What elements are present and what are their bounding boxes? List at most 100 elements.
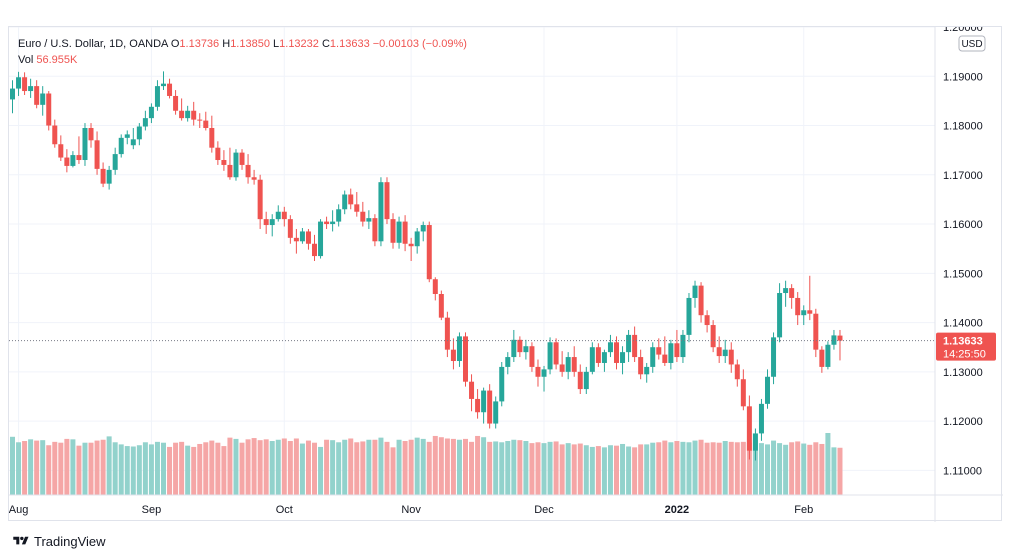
candle-body xyxy=(505,357,511,367)
volume-bar xyxy=(28,439,34,495)
time-tick-label: Oct xyxy=(276,504,293,516)
candle-body xyxy=(547,342,553,370)
price-tick-label: 1.11000 xyxy=(943,465,982,477)
legend-high-label: H xyxy=(222,38,231,50)
candle-body xyxy=(511,339,517,358)
legend-close-label: C xyxy=(321,38,330,50)
volume-bar xyxy=(426,441,432,495)
candlestick-chart[interactable]: 1.20000 1.19000 1.18000 1.17000 1.16000 1.150… xyxy=(9,27,1003,522)
price-tick-label: 1.14000 xyxy=(943,318,983,330)
candle-body xyxy=(330,221,336,225)
chart-legend: Euro / U.S. Dollar, 1D, OANDA O1.13736 H… xyxy=(18,36,467,68)
volume-bar xyxy=(100,439,106,495)
time-tick-label: Nov xyxy=(401,504,421,516)
candle-body xyxy=(46,93,52,126)
volume-bar xyxy=(740,441,746,495)
currency-badge xyxy=(958,35,986,52)
legend-symbol[interactable]: Euro / U.S. Dollar, 1D, OANDA xyxy=(18,38,168,50)
candle-body xyxy=(541,369,547,377)
legend-ohlc-row: Euro / U.S. Dollar, 1D, OANDA O1.13736 H… xyxy=(18,36,467,52)
candle-body xyxy=(752,433,758,451)
volume-bar xyxy=(487,441,493,495)
candle-body xyxy=(76,155,82,161)
candle-body xyxy=(777,293,783,338)
candle-body xyxy=(148,106,154,119)
candle-body xyxy=(233,152,239,178)
candle-body xyxy=(692,285,698,298)
volume-bar xyxy=(795,441,801,495)
candle-body xyxy=(716,347,722,357)
price-tick-label: 1.19000 xyxy=(943,71,983,83)
price-tick-label: 1.15000 xyxy=(943,268,983,280)
candle-body xyxy=(420,225,426,232)
volume-bar xyxy=(571,444,577,495)
volume-bar xyxy=(112,442,118,495)
volume-bar xyxy=(269,441,275,495)
tradingview-attribution[interactable]: TradingView xyxy=(12,532,106,550)
volume-bar xyxy=(64,438,70,495)
volume-bar xyxy=(704,442,710,495)
candle-body xyxy=(589,347,595,372)
candle-body xyxy=(378,182,384,242)
candle-body xyxy=(783,288,789,294)
candle-body xyxy=(765,376,770,404)
legend-open: 1.13736 xyxy=(179,38,220,50)
candle-body xyxy=(82,127,88,161)
candle-body xyxy=(124,134,130,138)
volume-bar xyxy=(76,445,82,495)
volume-bar xyxy=(565,443,571,495)
volume-bar xyxy=(167,446,173,495)
volume-bar xyxy=(499,442,505,495)
candle-body xyxy=(704,315,710,326)
candle-body xyxy=(390,219,396,243)
volume-bar xyxy=(94,440,100,495)
volume-bar xyxy=(450,438,456,495)
volume-bar xyxy=(589,446,595,495)
candle-body xyxy=(34,86,40,105)
volume-bar xyxy=(686,442,692,495)
volume-bar xyxy=(396,439,402,495)
candle-body xyxy=(203,120,209,128)
candle-body xyxy=(251,177,257,180)
volume-bar xyxy=(360,441,366,495)
volume-bar xyxy=(819,443,825,495)
volume-bar xyxy=(58,442,64,495)
candle-body xyxy=(493,401,499,424)
legend-volume-row: Vol 56.955K xyxy=(18,52,467,68)
candle-body xyxy=(360,211,366,222)
price-tick-label: 1.17000 xyxy=(943,170,983,182)
legend-high: 1.13850 xyxy=(230,38,270,50)
volume-bar xyxy=(299,443,305,495)
candle-body xyxy=(263,219,269,226)
price-tick-label: 1.18000 xyxy=(943,121,983,133)
candle-body xyxy=(179,110,185,119)
volume-bar xyxy=(650,442,656,495)
candle-body xyxy=(372,218,378,242)
candle-body xyxy=(523,346,529,353)
volume-bar xyxy=(771,440,777,495)
candle-body xyxy=(342,194,348,210)
volume-bar xyxy=(825,433,831,495)
candle-body xyxy=(499,366,505,402)
candle-body xyxy=(70,155,76,166)
candle-body xyxy=(722,349,728,357)
volume-bar xyxy=(837,447,843,495)
volume-bar xyxy=(287,441,293,495)
time-tick-label: 2022 xyxy=(665,504,689,516)
volume-bar xyxy=(10,436,15,495)
volume-bar xyxy=(22,441,28,495)
legend-volume-label[interactable]: Vol xyxy=(18,54,34,66)
candle-body xyxy=(463,336,468,382)
candle-body xyxy=(28,86,34,92)
candle-body xyxy=(620,352,626,363)
volume-bar xyxy=(40,440,46,495)
volume-bar xyxy=(16,442,22,495)
candle-body xyxy=(161,83,166,87)
volume-bar xyxy=(88,442,94,495)
legend-low: 1.13232 xyxy=(279,38,319,50)
candle-body xyxy=(299,231,305,242)
candle-body xyxy=(638,357,644,375)
price-tick-label: 1.12000 xyxy=(943,416,983,428)
candle-body xyxy=(650,347,656,367)
candle-body xyxy=(336,209,342,222)
